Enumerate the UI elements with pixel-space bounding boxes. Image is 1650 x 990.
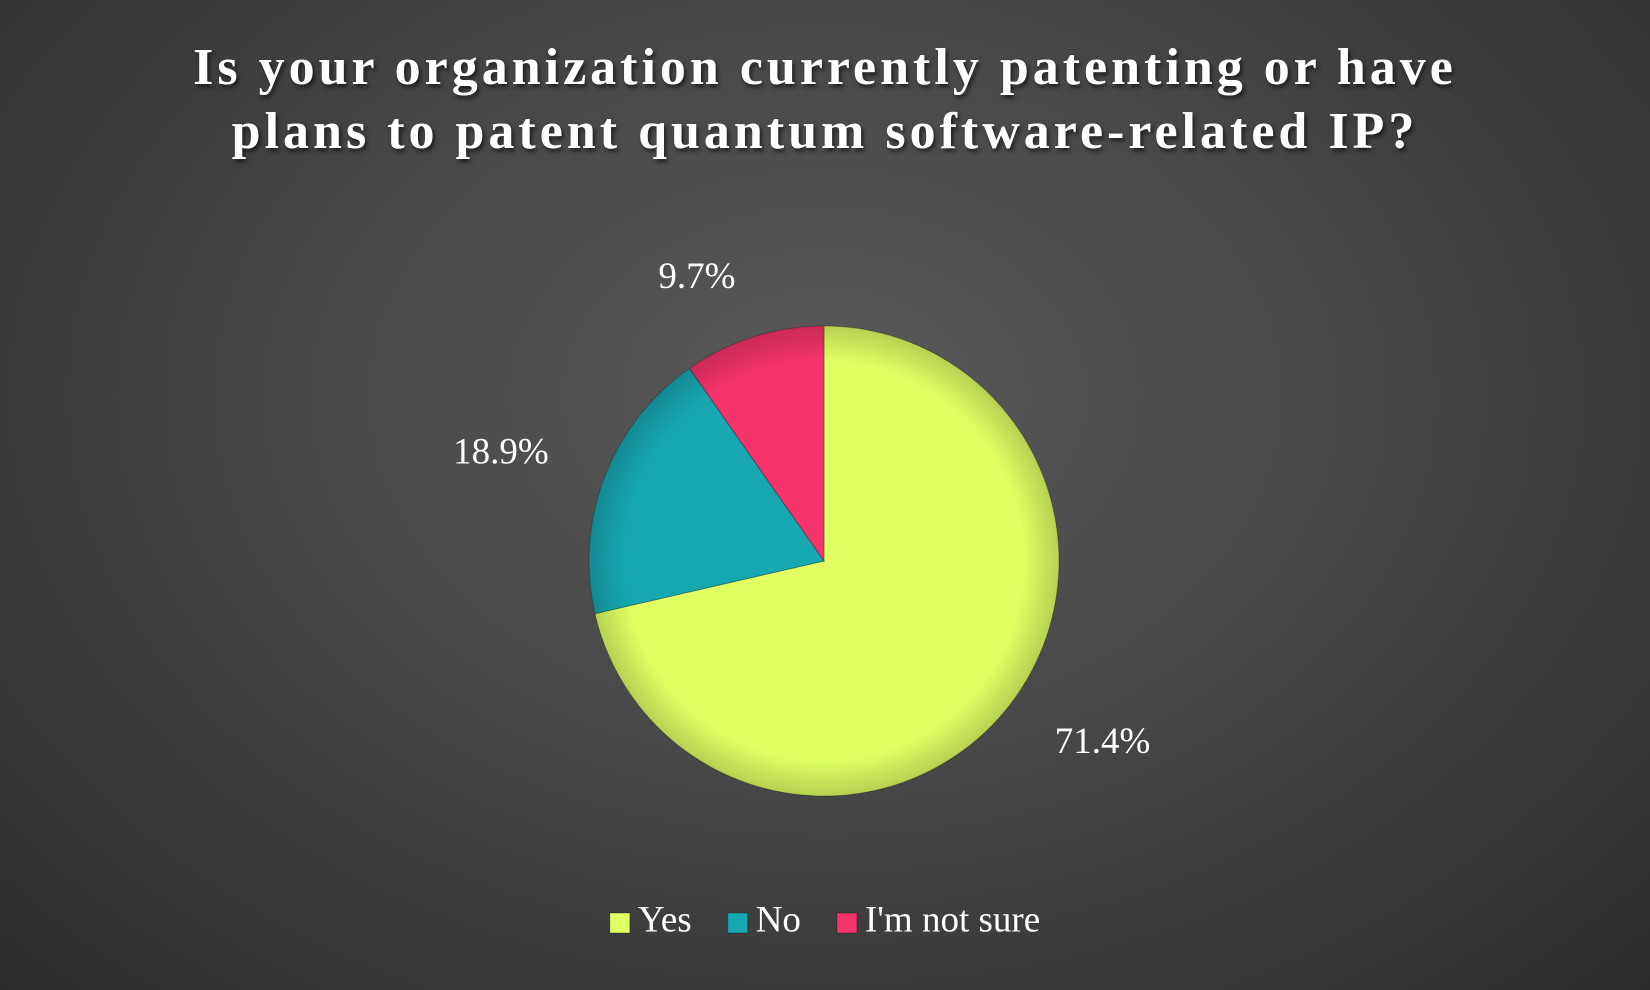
legend-label: I'm not sure — [865, 899, 1040, 940]
legend-swatch — [727, 912, 749, 934]
chart-title: Is your organization currently patenting… — [193, 39, 1457, 160]
legend-label: No — [756, 899, 801, 940]
legend-swatch — [836, 912, 858, 934]
data-label: 18.9% — [453, 431, 549, 472]
legend-swatch — [609, 912, 631, 934]
data-label: 71.4% — [1055, 721, 1151, 762]
data-label: 9.7% — [658, 256, 735, 297]
legend-label: Yes — [638, 899, 692, 940]
